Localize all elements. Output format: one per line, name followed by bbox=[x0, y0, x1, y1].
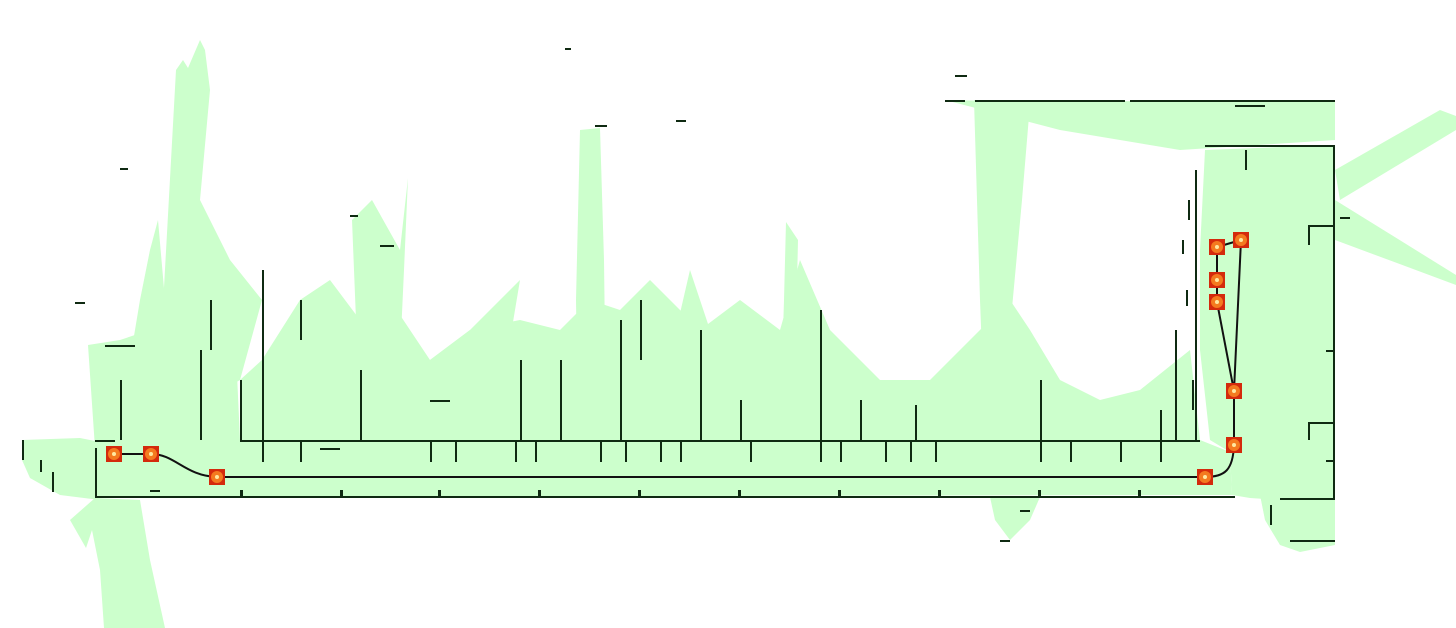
corridor-bottom-wall bbox=[95, 496, 1235, 498]
walls-layer bbox=[22, 48, 1350, 542]
waypoint-marker[interactable] bbox=[143, 446, 159, 462]
left-upper-fan bbox=[160, 40, 262, 420]
bottom-left-fan bbox=[70, 498, 165, 628]
corridor-top-wall bbox=[240, 440, 1200, 442]
right-east-wall bbox=[1333, 145, 1335, 500]
beam-1 bbox=[352, 178, 408, 430]
right-fan-bottom bbox=[1335, 200, 1456, 285]
waypoint-marker[interactable] bbox=[209, 469, 225, 485]
beam-5 bbox=[660, 270, 720, 420]
beam-2 bbox=[576, 128, 606, 430]
waypoint-marker[interactable] bbox=[1209, 294, 1225, 310]
beam-4 bbox=[974, 100, 1030, 430]
waypoint-marker[interactable] bbox=[1226, 383, 1242, 399]
left-lobe-area bbox=[22, 438, 100, 500]
waypoint-marker[interactable] bbox=[1209, 239, 1225, 255]
beam-3 bbox=[780, 222, 798, 430]
bottom-scatter bbox=[990, 497, 1040, 540]
free-space-layer bbox=[22, 40, 1456, 628]
waypoint-marker[interactable] bbox=[1197, 469, 1213, 485]
waypoint-marker[interactable] bbox=[106, 446, 122, 462]
left-upper-fan-2 bbox=[130, 220, 170, 420]
waypoints-layer bbox=[106, 232, 1249, 485]
waypoint-marker[interactable] bbox=[1226, 437, 1242, 453]
right-fan-top bbox=[1335, 110, 1456, 200]
waypoint-marker[interactable] bbox=[1209, 272, 1225, 288]
left-corridor-upper bbox=[240, 380, 360, 440]
beam-6 bbox=[430, 280, 520, 420]
left-room-west-wall bbox=[95, 448, 97, 498]
main-corridor-area bbox=[95, 440, 1232, 497]
waypoint-marker[interactable] bbox=[1233, 232, 1249, 248]
right-top-area bbox=[945, 100, 1335, 150]
bottom-right-lobe bbox=[1260, 495, 1335, 552]
